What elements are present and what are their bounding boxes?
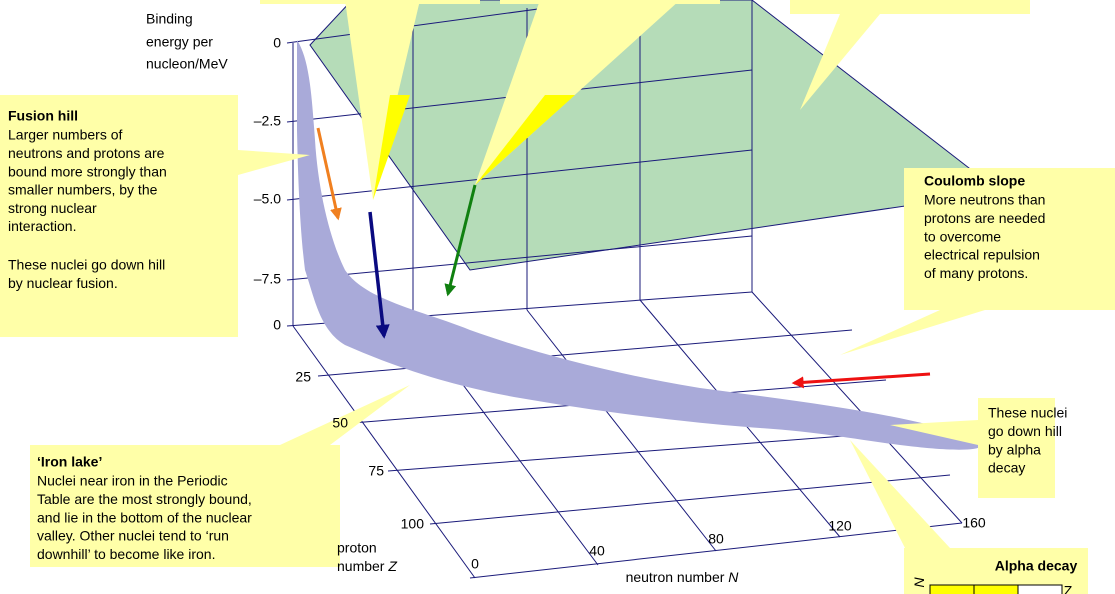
alpha-arrow (791, 372, 931, 389)
tick-label: 160 (962, 515, 986, 531)
callout-text: and lie in the bottom of the nuclear (37, 509, 252, 525)
callout-text: valley. Other nuclei tend to ‘run (37, 528, 229, 544)
tick-label: –5.0 (254, 191, 281, 207)
fusion-arrow (444, 184, 477, 297)
tick-label: –2.5 (254, 113, 281, 129)
callout-text: neutrons and protons are (8, 145, 165, 161)
callout-text: These nuclei go down hill (8, 257, 165, 273)
axis-label: energy per (146, 34, 213, 50)
alpha-cell (973, 584, 1019, 594)
callout-title: Fusion hill (8, 108, 78, 124)
callout-pointer (840, 310, 985, 355)
callout-title: Coulomb slope (924, 173, 1025, 189)
callout-text: Table are the most strongly bound, (37, 491, 252, 507)
axis-label: number Z (337, 558, 397, 574)
callout-text: go down hill (988, 423, 1062, 439)
table-cell: Z (1064, 583, 1073, 594)
alpha-cell (1017, 584, 1063, 594)
axis-label: neutron number N (626, 569, 740, 585)
callout-text: interaction. (8, 218, 76, 234)
callout-title: ‘Iron lake’ (37, 454, 102, 470)
tick-label: 40 (589, 543, 605, 559)
callout-text: decay (988, 460, 1025, 476)
alpha-nuclei-box (978, 398, 1055, 498)
callout-pointer (238, 150, 310, 175)
callout-pointer (475, 95, 575, 185)
callout-text: to overcome (924, 228, 1001, 244)
callout-pointer (850, 440, 950, 548)
axis-label: Binding (146, 11, 193, 27)
tick-label: 0 (273, 35, 281, 51)
callout-top-right (790, 0, 1030, 14)
stability-valley (297, 40, 982, 450)
tick-label: 120 (828, 518, 852, 534)
axis-label: nucleon/MeV (146, 56, 228, 72)
callout-pointer (890, 420, 978, 445)
tick-label: 80 (708, 531, 724, 547)
callout-text: More neutrons than (924, 192, 1045, 208)
tick-label: 50 (332, 415, 348, 431)
callout-pointer (345, 0, 420, 200)
axis-label: proton (337, 540, 377, 556)
tick-label: 25 (295, 369, 311, 385)
coulomb-box (904, 168, 1115, 310)
callout-text: bound more strongly than (8, 163, 167, 179)
tick-label: –7.5 (254, 271, 281, 287)
tick-label: 0 (471, 556, 479, 572)
fusion-arrow (368, 211, 390, 339)
tick-label: 0 (273, 317, 281, 333)
callout-text: by nuclear fusion. (8, 275, 118, 291)
callout-text: strong nuclear (8, 200, 97, 216)
callout-pointer (373, 95, 410, 200)
callout-text: electrical repulsion (924, 247, 1040, 263)
callout-text: of many protons. (924, 265, 1028, 281)
tick-label: 75 (368, 463, 384, 479)
fusion-arrow (316, 127, 342, 221)
callout-title: Alpha decay (995, 558, 1078, 574)
alpha-cell (929, 584, 975, 594)
iron-lake-box (30, 445, 340, 567)
fusion-hill-box (0, 95, 238, 337)
callout-text: These nuclei (988, 405, 1067, 421)
callout-text: protons are needed (924, 210, 1045, 226)
callout-text: downhill’ to become like iron. (37, 546, 215, 562)
callout-pointer (800, 14, 880, 110)
tick-label: 100 (401, 516, 425, 532)
callout-text: Nuclei near iron in the Periodic (37, 473, 228, 489)
callout-text: by alpha (988, 441, 1041, 457)
callout-text: Larger numbers of (8, 127, 123, 143)
callout-pointer (280, 385, 410, 445)
callout-text: smaller numbers, by the (8, 182, 158, 198)
table-axis: N (911, 577, 927, 588)
